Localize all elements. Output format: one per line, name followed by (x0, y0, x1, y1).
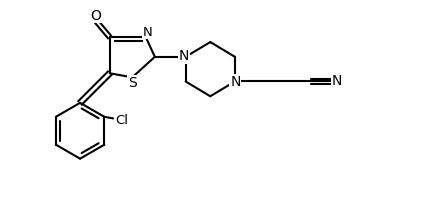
Text: Cl: Cl (115, 114, 128, 126)
Text: N: N (230, 75, 241, 89)
Text: N: N (179, 49, 189, 63)
Text: S: S (128, 76, 137, 90)
Text: O: O (90, 9, 101, 23)
Text: N: N (332, 74, 342, 89)
Text: N: N (143, 26, 152, 39)
